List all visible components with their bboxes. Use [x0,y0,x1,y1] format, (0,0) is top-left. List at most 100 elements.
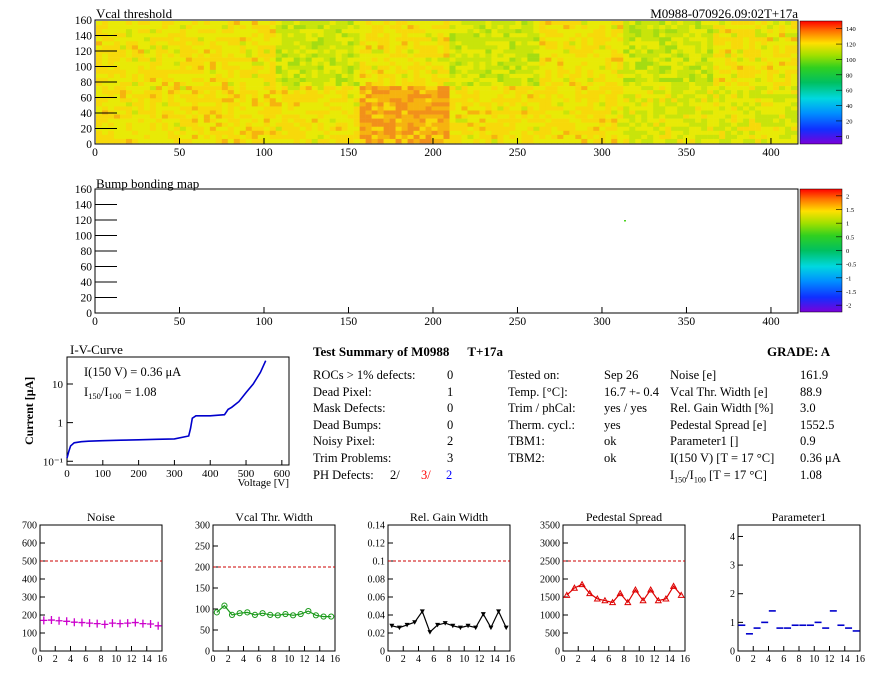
heatmap-cell [443,110,450,115]
heatmap-cell [287,57,295,62]
heatmap-cell [401,110,408,115]
heatmap-cell [179,73,187,79]
heatmap-cell [659,49,666,54]
heatmap-cell [293,126,301,132]
heatmap-cell [785,73,792,79]
heatmap-cell [347,33,354,38]
heatmap-cell [161,49,169,54]
heatmap-cell [287,49,295,54]
heatmap-cell [341,94,348,99]
heatmap-cell [413,102,420,107]
heatmap-cell [167,53,175,58]
heatmap-cell [437,29,444,34]
ph-defects-row: PH Defects: 2/ 3/ 2 [313,467,458,484]
heatmap-cell [359,41,366,46]
heatmap-cell [635,69,642,75]
heatmap-cell [467,53,474,58]
heatmap-cell [329,65,336,71]
heatmap-cell [143,86,151,91]
heatmap-cell [335,86,342,91]
heatmap-cell [743,90,750,95]
heatmap-cell [335,33,342,38]
heatmap-cell [113,82,121,87]
heatmap-cell [227,37,235,42]
heatmap-cell [503,21,510,26]
heatmap-cell [383,106,390,111]
heatmap-cell [179,49,187,54]
heatmap-cell [497,41,504,46]
heatmap-cell [677,126,684,132]
heatmap-cell [707,29,714,34]
heatmap-cell [185,65,193,71]
heatmap-cell [545,29,552,34]
heatmap-cell [503,33,510,38]
heatmap-cell [521,33,528,38]
heatmap-cell [305,21,312,26]
heatmap-cell [155,21,163,26]
heatmap-cell [275,65,283,71]
gain-point [435,622,441,628]
heatmap-cell [695,53,702,58]
heatmap-cell [527,77,534,83]
heatmap-cell [467,106,474,111]
heatmap-cell [695,110,702,115]
heatmap-cell [701,138,708,144]
heatmap-cell [419,82,426,87]
heatmap-cell [737,118,744,123]
heatmap-cell [143,41,151,46]
heatmap-cell [239,110,247,115]
heatmap-cell [473,69,480,75]
heatmap-cell [425,82,432,87]
heatmap-cell [455,41,462,46]
heatmap-cell [347,134,354,140]
heatmap-cell [401,130,408,136]
heatmap-cell [671,98,678,103]
heatmap-cell [371,106,378,111]
heatmap-cell [221,21,229,26]
heatmap-cell [581,90,588,95]
heatmap-cell [179,94,187,99]
heatmap-cell [533,130,540,136]
heatmap-cell [401,122,408,128]
heatmap-cell [659,102,666,107]
heatmap-cell [155,134,163,140]
heatmap-cell [587,114,594,119]
heatmap-cell [221,37,229,42]
heatmap-cell [311,77,318,83]
heatmap-cell [581,29,588,34]
heatmap-cell [389,110,396,115]
heatmap-cell [443,53,450,58]
heatmap-cell [575,61,582,67]
heatmap-cell [407,33,414,38]
heatmap-cell [359,77,366,83]
heatmap-cell [581,102,588,107]
heatmap-cell [635,134,642,140]
heatmap-cell [755,126,762,132]
heatmap-cell [635,61,642,67]
heatmap-cell [209,130,217,136]
heatmap-cell [281,73,289,79]
heatmap-cell [245,61,253,67]
heatmap-cell [731,126,738,132]
heatmap-cell [96,90,103,95]
heatmap-cell [539,45,546,50]
heatmap-cell [341,61,348,67]
heatmap-cell [221,69,229,75]
heatmap-cell [575,25,582,30]
heatmap-cell [581,134,588,140]
heatmap-cell [623,126,630,132]
heatmap-cell [143,53,151,58]
heatmap-cell [203,53,211,58]
heatmap-cell [257,57,265,62]
heatmap-cell [389,114,396,119]
heatmap-cell [689,130,696,136]
heatmap-cell [533,53,540,58]
heatmap-cell [305,29,312,34]
heatmap-cell [605,110,612,115]
heatmap-cell [629,33,636,38]
heatmap-cell [719,45,726,50]
heatmap-cell [437,110,444,115]
y-tick-label: 20 [81,124,93,136]
heatmap-cell [533,21,540,26]
heatmap-cell [749,53,756,58]
